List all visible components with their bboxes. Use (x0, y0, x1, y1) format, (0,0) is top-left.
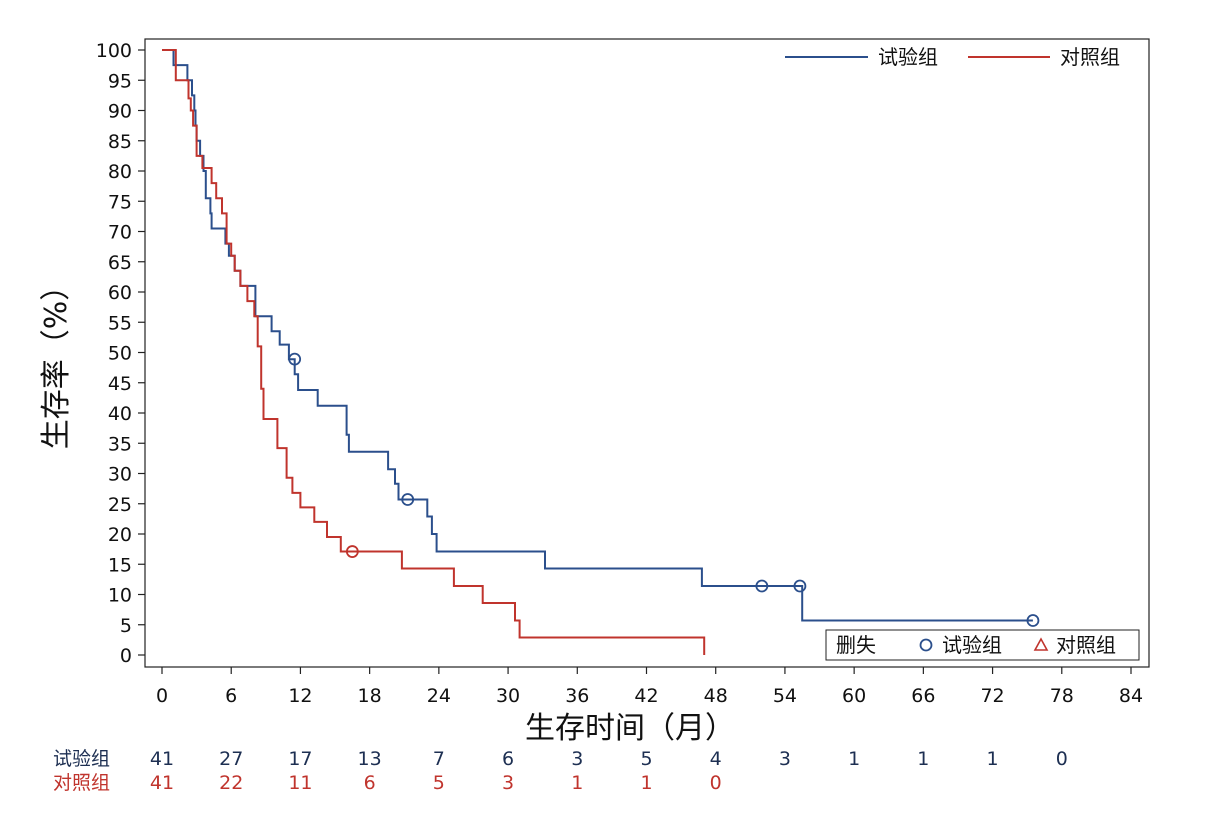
censor-legend-trial: 试验组 (942, 633, 1002, 657)
y-tick-label: 70 (108, 222, 132, 244)
series-layer (162, 49, 1040, 655)
censor-legend: 删失 试验组 对照组 (825, 629, 1140, 661)
censor-marker-trial (401, 493, 415, 506)
x-tick-label: 78 (1050, 685, 1074, 707)
risk-count-trial: 17 (288, 748, 312, 770)
x-tick-label: 60 (842, 685, 866, 707)
x-tick-label: 6 (225, 685, 237, 707)
risk-count-trial: 3 (571, 748, 583, 770)
y-tick-label: 25 (108, 494, 132, 516)
risk-count-trial: 6 (502, 748, 514, 770)
legend-label-control: 对照组 (1060, 45, 1120, 69)
censor-marker-control-icon (1033, 637, 1049, 651)
y-tick-label: 10 (108, 585, 132, 607)
x-tick-label: 36 (565, 685, 589, 707)
y-tick-label: 85 (108, 131, 132, 153)
risk-table: 试验组 对照组 41 27 17 13 7 6 3 5 4 3 1 1 1 041 22 11 6 5 3 1 1 0 (53, 748, 1068, 794)
x-tick-label: 12 (288, 685, 312, 707)
risk-count-trial: 1 (848, 748, 860, 770)
x-tick-label: 42 (634, 685, 658, 707)
risk-count-control: 11 (288, 772, 312, 794)
x-axis: 0 6 12 18 24 30 36 42 48 54 60 66 72 78 84 (156, 667, 1143, 707)
legend-label-trial: 试验组 (878, 45, 938, 69)
y-tick-label: 90 (108, 101, 132, 123)
y-tick-label: 30 (108, 464, 132, 486)
y-tick-label: 15 (108, 554, 132, 576)
y-tick-label: 60 (108, 282, 132, 304)
y-axis-title: 生存率（%） (39, 271, 74, 450)
risk-count-control: 0 (710, 772, 722, 794)
y-tick-label: 0 (120, 645, 132, 667)
censor-marker-trial-icon (919, 638, 933, 652)
y-tick-label: 35 (108, 433, 132, 455)
censor-marker-trial (793, 579, 807, 593)
y-tick-label: 20 (108, 524, 132, 546)
y-tick-label: 80 (108, 161, 132, 183)
risk-count-trial: 5 (640, 748, 652, 770)
censor-marker-control (345, 545, 359, 558)
y-tick-label: 75 (108, 191, 132, 213)
risk-count-control: 1 (640, 772, 652, 794)
censor-legend-label: 删失 (836, 633, 876, 657)
y-tick-label: 50 (108, 343, 132, 365)
x-tick-label: 0 (156, 685, 168, 707)
y-tick-label: 95 (108, 70, 132, 92)
risk-count-trial: 27 (219, 748, 243, 770)
risk-count-trial: 7 (433, 748, 445, 770)
censor-marker-trial (1026, 614, 1040, 627)
risk-count-control: 3 (502, 772, 514, 794)
risk-count-trial: 41 (150, 748, 174, 770)
censor-marker-trial (288, 352, 302, 366)
censor-legend-box (825, 629, 1140, 661)
y-tick-label: 55 (108, 312, 132, 334)
risk-count-trial: 1 (917, 748, 929, 770)
x-axis-title: 生存时间（月） (525, 711, 735, 746)
legend: 试验组 对照组 (785, 45, 1120, 69)
y-tick-label: 40 (108, 403, 132, 425)
x-tick-label: 48 (704, 685, 728, 707)
risk-row-label-trial: 试验组 (53, 748, 110, 770)
censor-marker-trial (755, 579, 769, 593)
censor-legend-control: 对照组 (1056, 633, 1116, 657)
risk-count-control: 41 (150, 772, 174, 794)
risk-count-trial: 1 (987, 748, 999, 770)
x-tick-label: 24 (427, 685, 451, 707)
y-axis: 0 5 10 15 20 25 30 35 40 45 50 55 60 65 70 75 80 85 90 95 10… (96, 40, 145, 667)
risk-count-control: 6 (364, 772, 376, 794)
risk-count-trial: 4 (710, 748, 722, 770)
x-tick-label: 54 (773, 685, 797, 707)
risk-count-trial: 3 (779, 748, 791, 770)
x-tick-label: 18 (358, 685, 382, 707)
y-tick-label: 5 (120, 615, 132, 637)
y-tick-label: 45 (108, 373, 132, 395)
risk-count-control: 22 (219, 772, 243, 794)
x-tick-label: 30 (496, 685, 520, 707)
y-tick-label: 100 (96, 40, 132, 62)
x-tick-label: 66 (911, 685, 935, 707)
risk-count-trial: 13 (358, 748, 382, 770)
x-tick-label: 84 (1119, 685, 1143, 707)
risk-count-trial: 0 (1056, 748, 1068, 770)
x-tick-label: 72 (980, 685, 1004, 707)
series-line-trial (162, 49, 1033, 622)
y-tick-label: 65 (108, 252, 132, 274)
risk-count-control: 5 (433, 772, 445, 794)
risk-row-label-control: 对照组 (53, 772, 110, 794)
series-line-control (162, 49, 706, 655)
risk-count-control: 1 (571, 772, 583, 794)
